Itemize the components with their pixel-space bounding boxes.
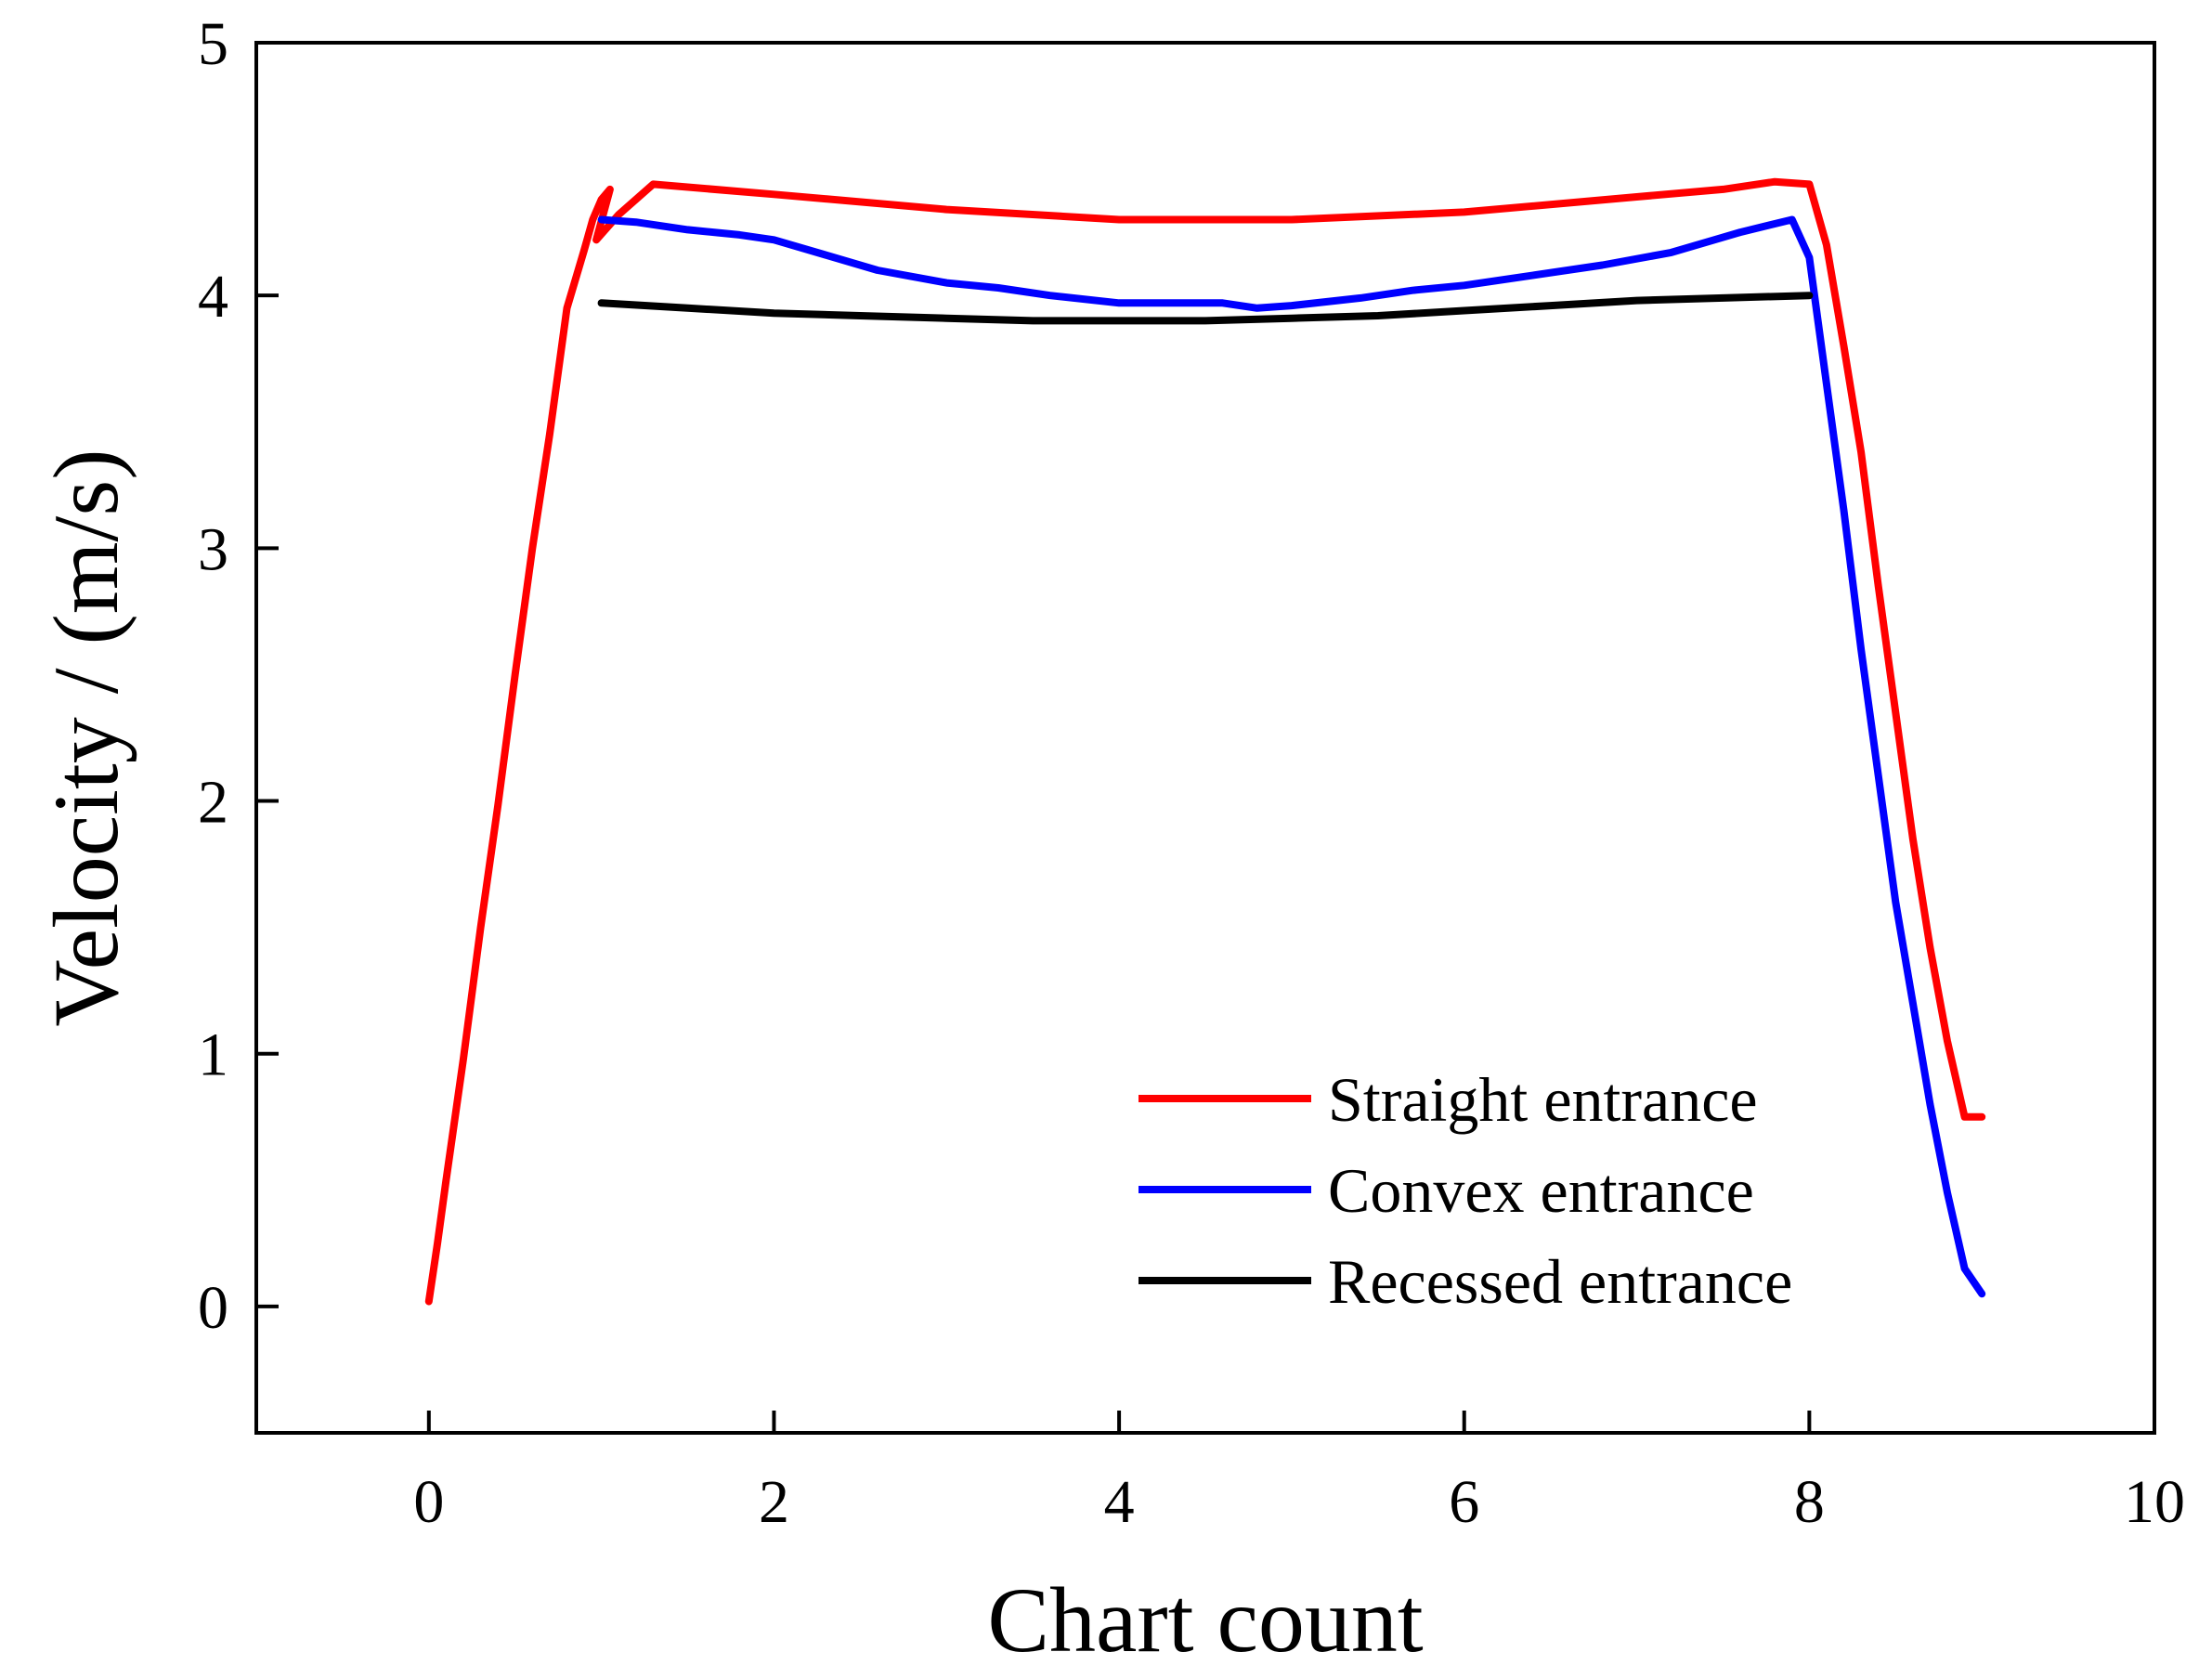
y-tick-label: 0 [198, 1274, 228, 1342]
x-tick-label: 8 [1794, 1468, 1825, 1536]
y-tick-label: 3 [198, 515, 228, 583]
legend: Straight entrance Convex entrance Recessed… [1139, 1064, 1792, 1317]
x-tick-label: 2 [759, 1468, 789, 1536]
y-tick-label: 2 [198, 769, 228, 837]
y-tick-label: 4 [198, 263, 228, 331]
series-line-straight-entrance [424, 177, 1986, 1306]
x-tick-label: 6 [1449, 1468, 1479, 1536]
legend-label: Recessed entrance [1328, 1246, 1792, 1317]
series-layer [424, 177, 1986, 1306]
series-line-convex-entrance [597, 215, 1986, 1298]
series-line-recessed-entrance [597, 292, 1814, 325]
x-tick-label: 10 [2124, 1468, 2185, 1536]
x-tick-label: 0 [413, 1468, 444, 1536]
x-tick-label: 4 [1104, 1468, 1135, 1536]
plot-area-frame [254, 41, 2156, 1435]
legend-label: Convex entrance [1328, 1155, 1754, 1226]
x-axis-title: Chart count [987, 1568, 1424, 1665]
y-tick-label: 1 [198, 1021, 228, 1089]
y-axis-title: Velocity / (m/s) [34, 449, 137, 1026]
tick-layer: 0 2 4 6 8 10 0 1 2 3 4 5 [198, 10, 2185, 1536]
y-tick-label: 5 [198, 10, 228, 78]
legend-label: Straight entrance [1328, 1064, 1758, 1135]
